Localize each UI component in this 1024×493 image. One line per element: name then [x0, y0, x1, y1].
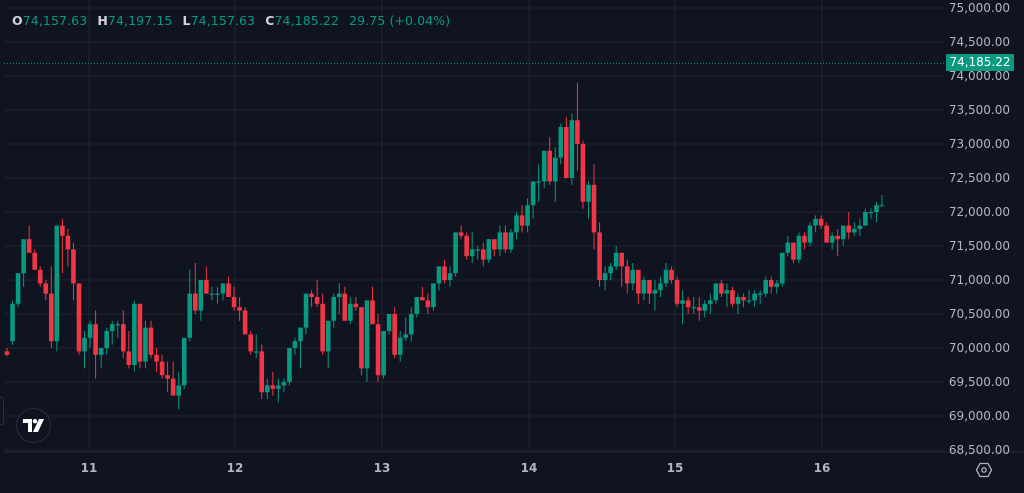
price-axis-label: 74,500.00: [948, 35, 1010, 49]
price-axis-label: 75,000.00: [948, 1, 1010, 15]
left-panel-handle[interactable]: [0, 397, 4, 425]
tradingview-logo-icon[interactable]: [16, 408, 51, 443]
grid-lines: [4, 0, 944, 452]
open-value: 74,157.63: [22, 13, 88, 28]
price-axis-label: 69,500.00: [948, 375, 1010, 389]
close-key: C: [265, 13, 275, 28]
candles: [4, 82, 885, 410]
tradingview-glyph-icon: [22, 418, 44, 432]
time-axis-label: 11: [80, 461, 98, 475]
price-axis-label: 73,500.00: [948, 103, 1010, 117]
change-value: 29.75 (+0.04%): [349, 13, 451, 28]
high-value: 74,197.15: [107, 13, 173, 28]
price-axis-label: 68,500.00: [948, 443, 1010, 457]
time-axis-label: 15: [666, 461, 684, 475]
price-axis-label: 70,000.00: [948, 341, 1010, 355]
ohlc-legend: O74,157.63 H74,197.15 L74,157.63 C74,185…: [12, 13, 450, 28]
close-value: 74,185.22: [274, 13, 340, 28]
price-axis-label: 73,000.00: [948, 137, 1010, 151]
settings-hexagon-icon: [976, 462, 992, 478]
time-axis-label: 16: [813, 461, 831, 475]
price-axis-label: 72,000.00: [948, 205, 1010, 219]
price-axis-label: 72,500.00: [948, 171, 1010, 185]
low-key: L: [182, 13, 191, 28]
price-axis-label: 71,500.00: [948, 239, 1010, 253]
price-axis-label: 71,000.00: [948, 273, 1010, 287]
open-key: O: [12, 13, 23, 28]
settings-button[interactable]: [975, 461, 993, 479]
time-axis-label: 13: [373, 461, 391, 475]
time-axis-label: 12: [226, 461, 244, 475]
price-axis-label: 69,000.00: [948, 409, 1010, 423]
last-price-tag: 74,185.22: [946, 54, 1014, 71]
price-axis-label: 70,500.00: [948, 307, 1010, 321]
time-axis-label: 14: [520, 461, 538, 475]
price-axis-label: 74,000.00: [948, 69, 1010, 83]
high-key: H: [97, 13, 108, 28]
low-value: 74,157.63: [190, 13, 256, 28]
